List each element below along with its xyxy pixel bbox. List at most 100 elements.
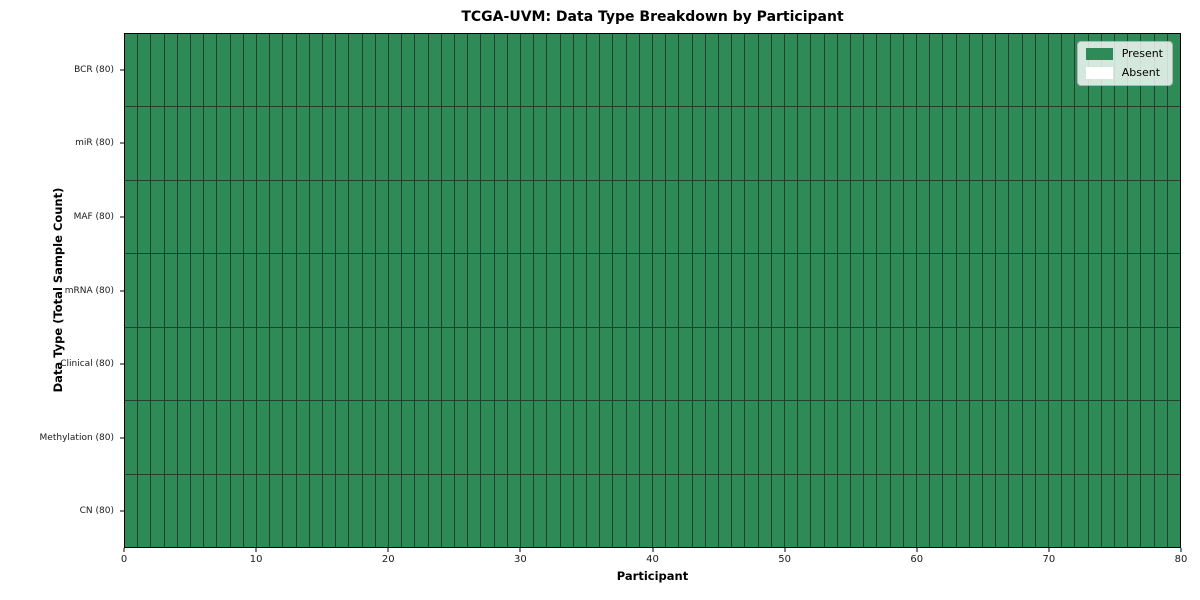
heatmap-cell (996, 254, 1009, 327)
heatmap-cell (1167, 401, 1180, 474)
x-tick-label: 0 (120, 554, 128, 565)
heatmap-cell (256, 474, 270, 547)
heatmap-cell (507, 254, 520, 327)
heatmap-cell (1101, 327, 1114, 401)
heatmap-cell (758, 327, 771, 401)
heatmap-cell (837, 107, 850, 180)
heatmap-cell (600, 180, 613, 254)
heatmap-cell (1154, 474, 1167, 547)
heatmap-cell (969, 34, 982, 107)
heatmap-cell (375, 34, 388, 107)
heatmap-cell (956, 107, 969, 180)
heatmap-cell (375, 180, 388, 254)
heatmap-cell (639, 254, 652, 327)
heatmap-cell (811, 474, 824, 547)
heatmap-cell (890, 180, 903, 254)
heatmap-cell (204, 180, 217, 254)
heatmap-cell (322, 107, 336, 180)
heatmap-cell (1167, 474, 1180, 547)
heatmap-cell (349, 401, 362, 474)
heatmap-cell (138, 254, 151, 327)
heatmap-cell (125, 180, 138, 254)
heatmap-cell (1035, 474, 1048, 547)
heatmap-cell (507, 327, 520, 401)
heatmap-cell (798, 327, 811, 401)
plot-area: Present Absent (124, 33, 1181, 548)
heatmap-cell (864, 327, 877, 401)
x-tick-mark (123, 548, 125, 552)
heatmap-cell (125, 474, 138, 547)
heatmap-cell (679, 327, 692, 401)
heatmap-cell (164, 474, 177, 547)
heatmap-cell (943, 34, 956, 107)
x-tick-label: 20 (381, 554, 395, 565)
heatmap-cell (890, 107, 903, 180)
heatmap-cell (322, 34, 336, 107)
heatmap-cell (336, 254, 349, 327)
heatmap-cell (613, 327, 626, 401)
heatmap-cell (402, 180, 415, 254)
heatmap-cell (798, 180, 811, 254)
heatmap-cell (322, 254, 336, 327)
heatmap-cell (138, 474, 151, 547)
heatmap-cell (362, 254, 375, 327)
heatmap-cell (283, 474, 296, 547)
y-tick-mark (120, 142, 124, 144)
heatmap-cell (547, 327, 560, 401)
y-tick-mark (120, 363, 124, 365)
heatmap-cell (784, 34, 798, 107)
legend-entry: Present (1085, 48, 1163, 60)
heatmap-cell (256, 107, 270, 180)
heatmap-cell (190, 474, 204, 547)
heatmap-cell (943, 107, 956, 180)
heatmap-cell (798, 254, 811, 327)
heatmap-cell (296, 327, 309, 401)
heatmap-cell (1167, 327, 1180, 401)
heatmap-cell (1114, 401, 1128, 474)
heatmap-cell (243, 254, 256, 327)
heatmap-cell (1035, 401, 1048, 474)
y-axis-ticks: BCR (80) miR (80) MAF (80) mRNA (80) Clinica… (0, 33, 124, 548)
heatmap-cell (1101, 474, 1114, 547)
heatmap-cell (1141, 401, 1154, 474)
heatmap-cell (758, 254, 771, 327)
y-tick-mark (120, 69, 124, 71)
heatmap-cell (903, 34, 916, 107)
heatmap-cell (613, 474, 626, 547)
heatmap-cell (151, 107, 164, 180)
heatmap-cell (1114, 107, 1128, 180)
heatmap-cell (138, 34, 151, 107)
heatmap-cell (652, 254, 666, 327)
heatmap-cell (190, 107, 204, 180)
heatmap-cell (890, 474, 903, 547)
heatmap-cell (1009, 180, 1022, 254)
heatmap-cell (256, 254, 270, 327)
y-tick-mark (120, 510, 124, 512)
x-tick-label: 30 (514, 554, 527, 565)
heatmap-cell (718, 401, 732, 474)
heatmap-cell (1154, 327, 1167, 401)
heatmap-cell (916, 327, 930, 401)
heatmap-cell (177, 327, 190, 401)
heatmap-cell (692, 180, 705, 254)
heatmap-cell (916, 474, 930, 547)
legend-swatch-icon (1085, 48, 1113, 60)
heatmap-cell (1009, 254, 1022, 327)
heatmap-cell (850, 474, 864, 547)
heatmap-cell (930, 474, 943, 547)
heatmap-cell (534, 327, 547, 401)
heatmap-cell (613, 107, 626, 180)
heatmap-cell (494, 34, 507, 107)
heatmap-cell (692, 327, 705, 401)
y-tick-label: Clinical (80) (60, 359, 114, 370)
heatmap-cell (903, 327, 916, 401)
heatmap-cell (428, 327, 441, 401)
heatmap-cell (1062, 401, 1075, 474)
heatmap-cell (1088, 401, 1101, 474)
heatmap-cell (705, 180, 718, 254)
y-tick-label: CN (80) (79, 506, 114, 517)
heatmap-cell (718, 107, 732, 180)
heatmap-cell (270, 180, 283, 254)
heatmap-cell (230, 34, 243, 107)
heatmap-cell (415, 327, 428, 401)
